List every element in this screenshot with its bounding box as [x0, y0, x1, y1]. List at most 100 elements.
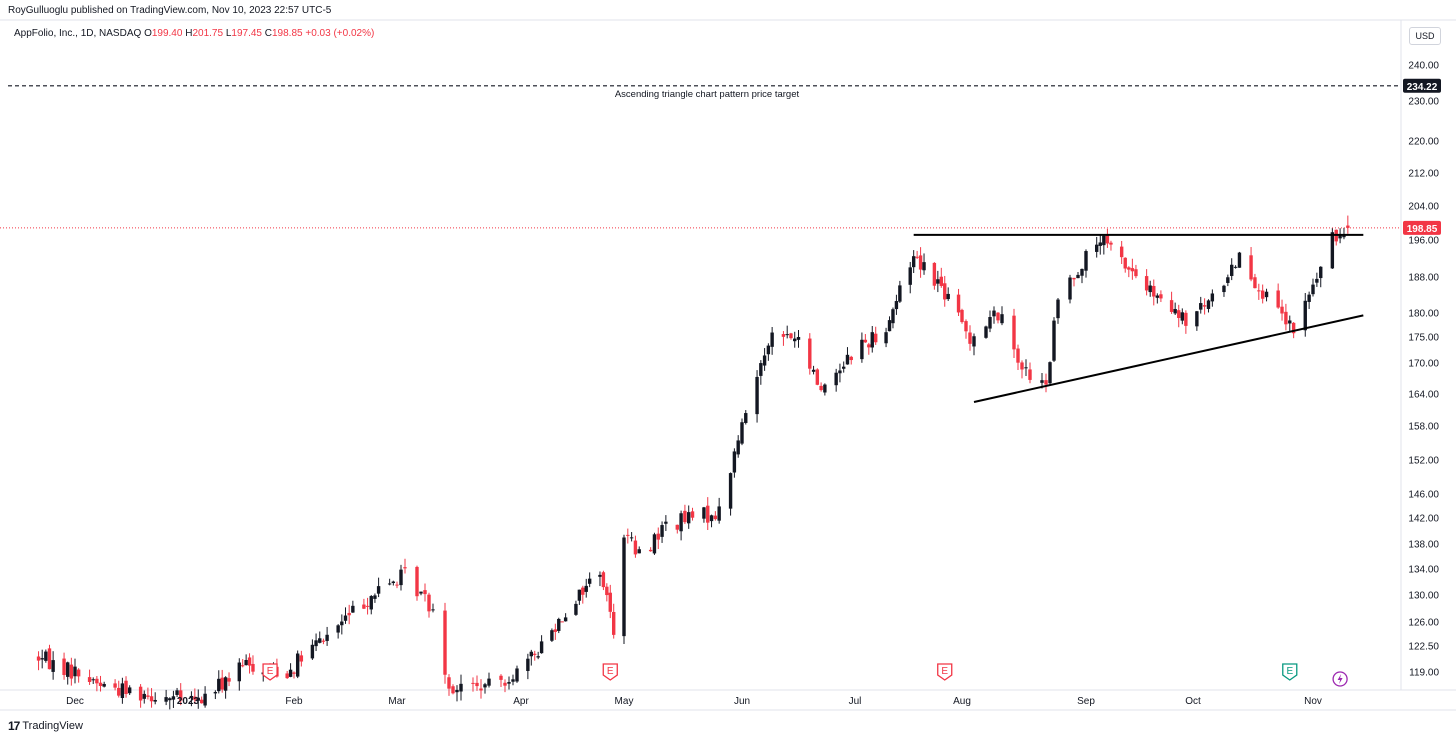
earnings-icon: E — [262, 663, 278, 681]
candle — [217, 670, 221, 694]
candle — [479, 679, 483, 699]
candle — [138, 684, 143, 708]
candle — [849, 355, 853, 365]
candle — [1028, 362, 1032, 384]
candle — [1152, 279, 1156, 306]
candle — [608, 584, 612, 619]
candle-body — [1109, 242, 1113, 245]
candle — [863, 334, 868, 343]
candle-body — [884, 332, 888, 344]
candle-body — [351, 605, 355, 613]
candle-body — [683, 510, 687, 523]
candle-body — [706, 505, 710, 523]
candle — [1173, 302, 1177, 316]
candle — [664, 515, 668, 531]
candle-body — [972, 336, 976, 347]
candle — [1159, 290, 1163, 303]
candle-body — [860, 339, 864, 360]
candle-body — [891, 309, 895, 324]
candle-body — [1016, 348, 1020, 363]
candle-body — [811, 369, 816, 372]
earnings-icon: E — [937, 663, 953, 681]
candle-body — [471, 682, 475, 684]
candle — [120, 677, 125, 704]
candle-body — [391, 581, 396, 584]
candle — [325, 626, 329, 646]
candle — [637, 546, 641, 554]
earnings-icon: E — [1282, 663, 1298, 681]
price-axis: 240.00 230.00 220.00 212.00 204.00 196.00 188.… — [1403, 61, 1441, 679]
candle-body — [1184, 312, 1188, 326]
y-tick-label: 204.00 — [1408, 202, 1439, 213]
candle — [1177, 304, 1181, 328]
candle — [781, 331, 786, 346]
candle-body — [399, 569, 403, 586]
candle — [362, 598, 366, 610]
candle-body — [574, 603, 578, 615]
candle-body — [1280, 306, 1284, 314]
candle-body — [992, 310, 996, 317]
candle — [1342, 227, 1346, 240]
candle-body — [455, 689, 459, 693]
candle-body — [660, 525, 664, 537]
x-tick-label: Oct — [1185, 696, 1201, 707]
candle — [964, 319, 968, 339]
candle — [1024, 359, 1028, 377]
candle-body — [1199, 303, 1203, 310]
candle-body — [1012, 315, 1016, 350]
close-label: C — [264, 28, 272, 39]
published-byline: RoyGulluoglu published on TradingView.co… — [8, 5, 332, 16]
candle-body — [713, 515, 718, 520]
dividend-icon — [1332, 671, 1348, 687]
candle-body — [241, 665, 245, 667]
candle — [845, 347, 850, 365]
y-tick-label: 122.50 — [1408, 642, 1439, 653]
candle — [744, 410, 748, 425]
candle — [1044, 373, 1048, 393]
candle — [40, 649, 44, 669]
candle-body — [387, 583, 392, 585]
candle-body — [223, 677, 228, 691]
currency-button[interactable]: USD — [1409, 27, 1441, 45]
candle-body — [427, 594, 431, 612]
candle — [365, 597, 370, 615]
candle-body — [1119, 246, 1124, 258]
candle-body — [98, 682, 103, 687]
candle-body — [251, 663, 255, 672]
candle — [237, 658, 241, 691]
candle — [264, 666, 269, 675]
candle — [487, 672, 491, 688]
candle — [47, 644, 52, 670]
candle-body — [1102, 235, 1106, 246]
candle — [241, 659, 245, 668]
candle-body — [867, 344, 871, 348]
candle-body — [1134, 269, 1138, 277]
candle-body — [1144, 276, 1149, 291]
candle — [587, 572, 592, 588]
candle-body — [1291, 322, 1296, 334]
candle — [533, 650, 537, 661]
candle — [968, 325, 972, 351]
candle-body — [318, 638, 322, 643]
candle — [1330, 228, 1335, 269]
candle — [251, 655, 255, 675]
candle — [898, 280, 902, 303]
candle-body — [419, 591, 423, 594]
candle — [785, 325, 789, 339]
candle-body — [1253, 277, 1257, 289]
candle — [894, 294, 899, 315]
candle-body — [690, 511, 695, 518]
candle-body — [648, 549, 653, 552]
candle-body — [587, 578, 592, 584]
candle-body — [709, 515, 714, 522]
candle-body — [189, 695, 194, 698]
candle-body — [744, 413, 748, 423]
candle-body — [149, 696, 154, 702]
candle-body — [69, 664, 74, 679]
price-target-annotation: Ascending triangle chart pattern price t… — [615, 89, 800, 100]
candle-body — [637, 549, 641, 554]
candle — [175, 687, 179, 698]
candle-body — [146, 695, 150, 697]
candle — [295, 650, 300, 679]
